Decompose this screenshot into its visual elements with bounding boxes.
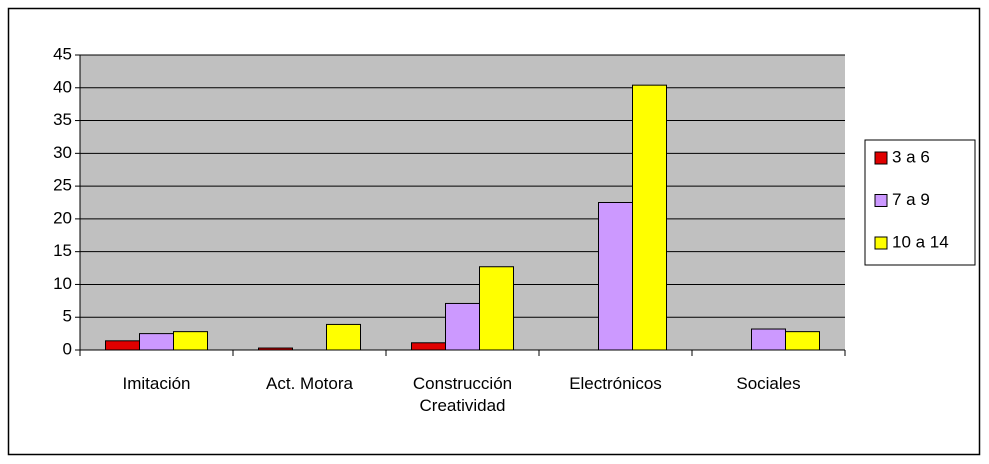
legend-swatch [874,194,888,207]
y-tick-label: 30 [53,143,72,162]
bar [258,347,293,351]
plot-area [80,55,845,350]
x-tick-label: Construcción Creatividad [412,374,513,415]
x-tick-label: Sociales [736,374,801,393]
legend-swatch [874,151,888,165]
bar [326,323,361,351]
y-tick-label: 40 [53,77,72,96]
legend-label: 10 a 14 [892,232,949,251]
bar [632,84,667,351]
bar [139,333,174,351]
bar [479,266,514,351]
bar [411,342,446,351]
bar [751,328,786,351]
legend-label: 3 a 6 [892,147,930,166]
bar [785,331,820,351]
bar [445,302,480,351]
legend-label: 7 a 9 [892,190,930,209]
y-tick-label: 25 [53,176,72,195]
bar [105,340,140,351]
y-tick-label: 20 [53,208,72,227]
y-tick-label: 5 [63,307,72,326]
y-tick-label: 0 [63,339,72,358]
y-tick-label: 45 [53,44,72,63]
legend-swatch [874,236,888,250]
x-tick-label: Act. Motora [266,374,353,393]
x-tick-label: Electrónicos [569,374,662,393]
y-tick-label: 15 [53,241,72,260]
bar [598,202,633,351]
bar [173,331,208,351]
x-tick-label: Imitación [122,374,191,393]
y-tick-label: 10 [53,274,72,293]
y-tick-label: 35 [53,110,72,129]
